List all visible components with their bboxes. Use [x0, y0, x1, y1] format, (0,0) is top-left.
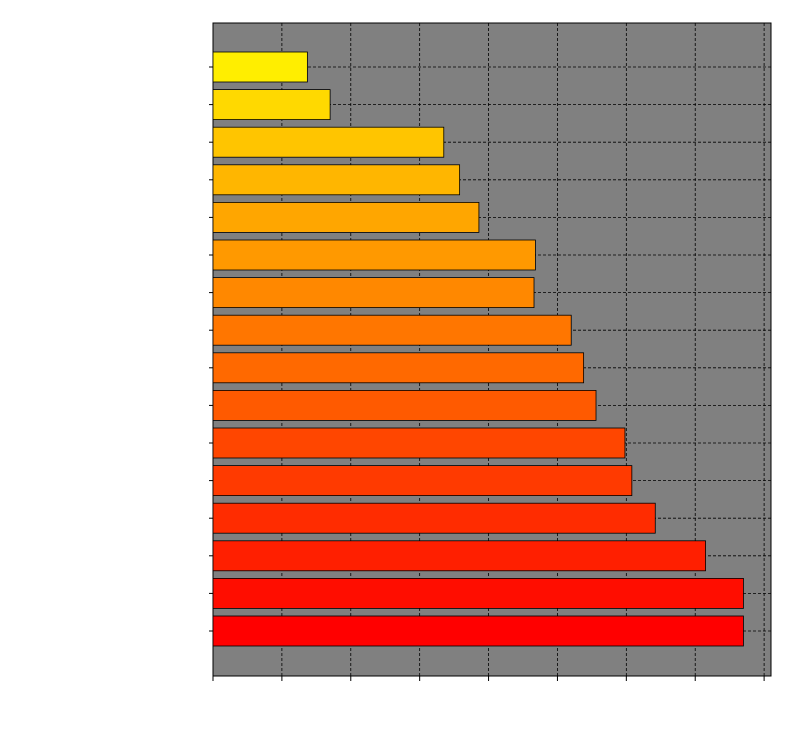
bar [212, 352, 585, 384]
bar [212, 164, 461, 196]
bar [212, 389, 597, 421]
bar [212, 578, 744, 609]
bar [212, 427, 626, 459]
bar [212, 615, 744, 647]
bar [212, 201, 480, 233]
bar [212, 314, 572, 346]
bar [212, 126, 445, 158]
axes [209, 66, 765, 681]
bar [212, 465, 633, 497]
bar [212, 51, 308, 83]
bar [212, 502, 656, 534]
bar [212, 277, 535, 309]
bar [212, 239, 536, 271]
bar [212, 89, 331, 120]
bar [212, 540, 706, 572]
bars [212, 51, 744, 647]
